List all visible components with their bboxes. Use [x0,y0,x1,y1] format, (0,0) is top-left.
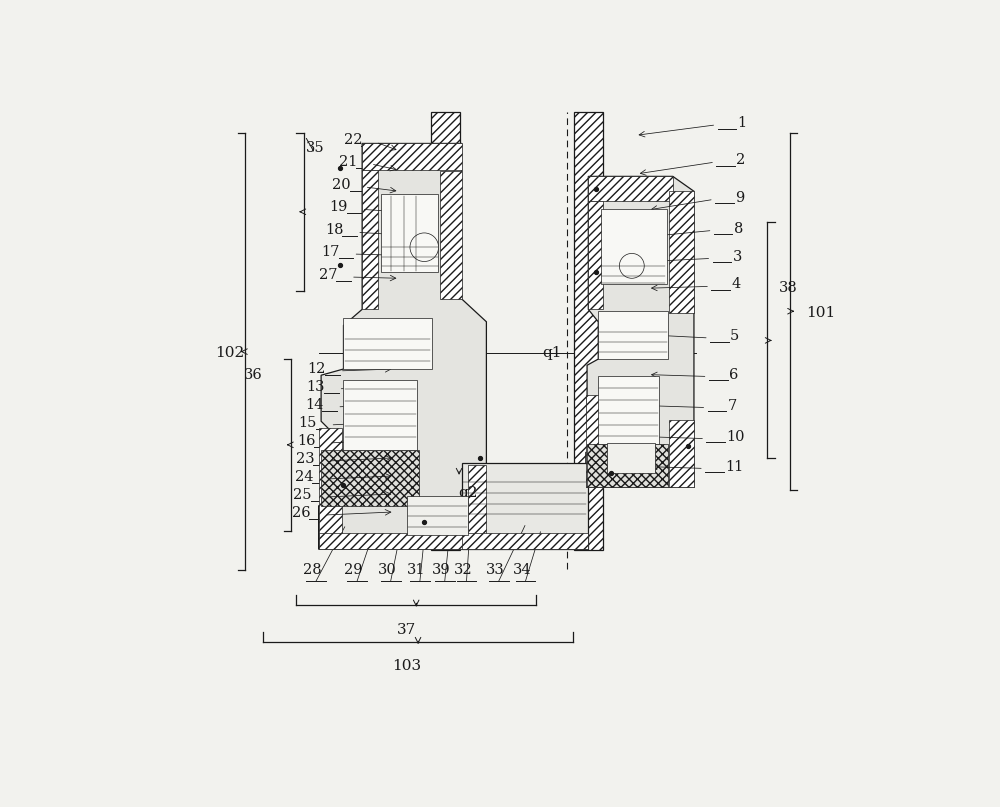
Bar [588,177,673,201]
Text: 20: 20 [332,178,351,192]
Bar [588,201,603,309]
Text: 6: 6 [729,368,738,382]
Polygon shape [321,449,419,506]
Text: 8: 8 [734,222,743,236]
Text: q1: q1 [542,346,562,360]
Text: 11: 11 [725,459,743,474]
Circle shape [410,233,439,261]
Bar [343,318,432,369]
Polygon shape [586,177,694,487]
Text: 38: 38 [778,281,797,295]
Bar [440,171,462,299]
Bar [343,380,417,449]
Bar [319,533,468,550]
Text: 3: 3 [732,249,742,264]
Bar [601,209,667,285]
Bar [586,472,694,487]
Bar [462,463,588,550]
Bar [462,533,588,550]
Text: 29: 29 [344,562,363,576]
Text: 7: 7 [728,399,737,412]
Text: 23: 23 [296,452,314,466]
Bar [431,112,460,550]
Polygon shape [587,444,668,487]
Text: 14: 14 [305,398,324,412]
Text: 36: 36 [244,368,263,383]
Text: 25: 25 [293,488,312,502]
Polygon shape [319,144,486,550]
Bar [319,428,342,550]
Text: 30: 30 [378,562,396,576]
Text: 13: 13 [306,380,325,394]
Text: q2: q2 [458,487,477,500]
Text: 28: 28 [303,562,322,576]
Text: 34: 34 [513,562,531,576]
Text: 18: 18 [325,224,343,237]
Bar [381,194,438,272]
Text: 37: 37 [397,622,416,637]
Text: 24: 24 [295,470,313,484]
Text: 102: 102 [215,346,245,360]
Text: 33: 33 [486,562,504,576]
Bar [407,496,468,535]
Bar [468,466,486,550]
Text: 35: 35 [306,141,325,156]
Text: 15: 15 [298,416,317,430]
Bar [669,420,694,487]
Text: 101: 101 [806,306,835,320]
Text: 19: 19 [329,200,348,215]
Text: 16: 16 [297,434,316,448]
Circle shape [619,253,644,278]
Text: 26: 26 [292,506,311,521]
Bar [586,395,606,487]
Text: 5: 5 [730,329,739,343]
Bar [669,191,694,313]
Bar [607,443,655,473]
Bar [598,376,659,444]
Bar [362,144,462,170]
Text: 31: 31 [407,562,425,576]
Text: 12: 12 [308,362,326,376]
Text: 39: 39 [432,562,450,576]
Bar [574,112,603,550]
Text: 32: 32 [453,562,472,576]
Text: 103: 103 [392,659,421,673]
Text: 10: 10 [726,430,745,444]
Bar [598,311,668,359]
Text: 22: 22 [344,133,362,148]
Text: 4: 4 [731,278,740,291]
Text: 27: 27 [319,268,337,282]
Bar [362,170,378,309]
Text: 21: 21 [339,155,357,169]
Text: 2: 2 [736,153,745,167]
Text: 17: 17 [321,245,340,259]
Text: 1: 1 [737,116,747,130]
Text: 9: 9 [735,190,744,204]
